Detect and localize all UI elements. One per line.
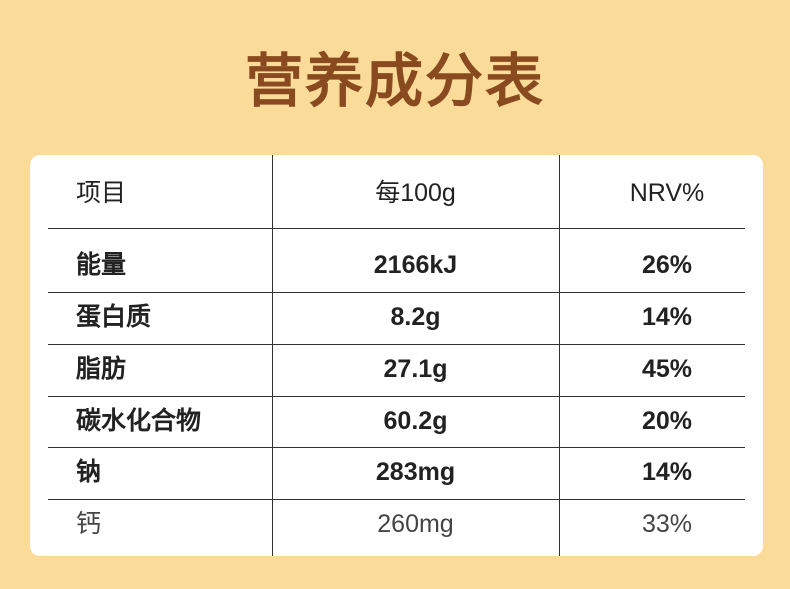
header-cell: 每100g bbox=[375, 179, 456, 207]
nutrition-table: 项目 每100g NRV% 能量 2166kJ 26% 蛋白质 8.2g 14% 脂肪 27.1g 4… bbox=[30, 155, 763, 556]
table-cell: 283mg bbox=[375, 458, 456, 486]
header-cell: 项目 bbox=[76, 179, 127, 207]
column-divider bbox=[272, 155, 273, 556]
table-cell: 14% bbox=[641, 303, 693, 331]
table-cell: 45% bbox=[641, 355, 693, 383]
row-divider bbox=[48, 292, 745, 293]
table-cell: 能量 bbox=[76, 251, 127, 279]
table-cell: 2166kJ bbox=[373, 251, 458, 279]
row-divider bbox=[48, 396, 745, 397]
title: 营养成分表 bbox=[244, 49, 545, 114]
table-cell: 26% bbox=[641, 251, 693, 279]
row-divider bbox=[48, 499, 745, 500]
table-cell: 60.2g bbox=[383, 407, 448, 435]
header-cell: NRV% bbox=[629, 179, 705, 207]
table-cell: 脂肪 bbox=[76, 355, 127, 383]
table-cell: 260mg bbox=[377, 510, 454, 538]
table-cell: 8.2g bbox=[390, 303, 441, 331]
table-cell: 14% bbox=[641, 458, 693, 486]
table-cell: 蛋白质 bbox=[76, 303, 152, 331]
row-divider bbox=[48, 228, 745, 229]
table-cell: 20% bbox=[641, 407, 693, 435]
table-cell: 碳水化合物 bbox=[76, 407, 202, 435]
row-divider bbox=[48, 344, 745, 345]
table-cell: 钠 bbox=[76, 458, 102, 486]
table-cell: 钙 bbox=[76, 510, 102, 538]
table-cell: 27.1g bbox=[383, 355, 448, 383]
column-divider bbox=[559, 155, 560, 556]
table-cell: 33% bbox=[641, 510, 693, 538]
row-divider bbox=[48, 447, 745, 448]
